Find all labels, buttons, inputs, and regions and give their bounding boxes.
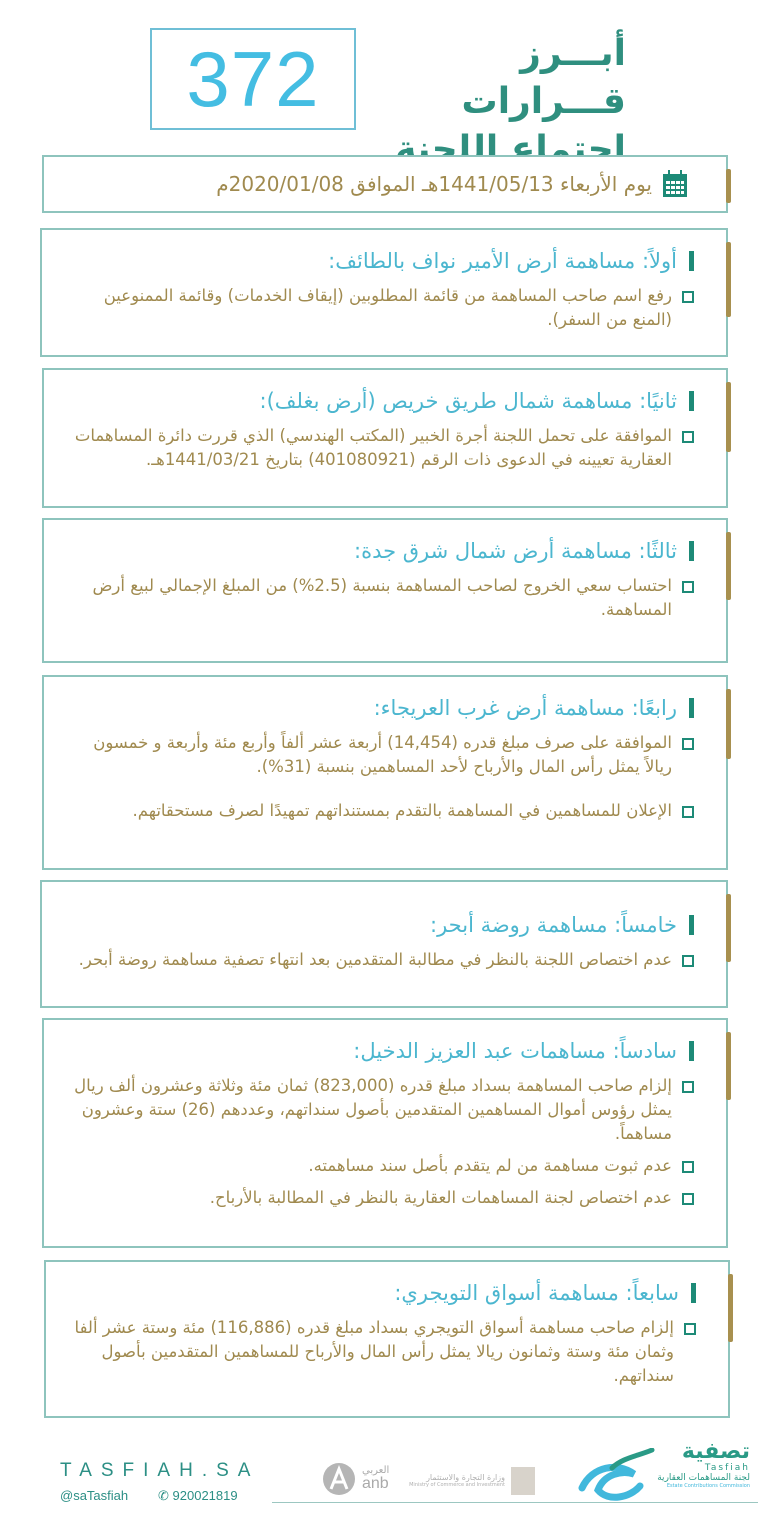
bullet-icon [684,1323,696,1335]
section-heading: أولاً: مساهمة أرض الأمير نواف بالطائف: [66,246,694,276]
bullet-icon [682,955,694,967]
heading-marker [689,698,694,718]
section-heading: ثانيًا: مساهمة شمال طريق خريص (أرض بغلف)… [68,386,694,416]
page-title: أبـــرز قـــرارات اجتماع اللجنة [366,30,626,174]
section-2: ثانيًا: مساهمة شمال طريق خريص (أرض بغلف)… [42,368,731,508]
bullet-icon [682,738,694,750]
gold-accent-bar [726,1032,731,1100]
heading-marker [689,541,694,561]
bullet-icon [682,581,694,593]
list-item: رفع اسم صاحب المساهمة من قائمة المطلوبين… [66,284,694,332]
section-4: رابعًا: مساهمة أرض غرب العريجاء: الموافق… [42,675,731,870]
section-heading: خامساً: مساهمة روضة أبحر: [66,910,694,940]
bullet-icon [682,1193,694,1205]
list-item: الإعلان للمساهمين في المساهمة بالتقدم بم… [68,799,694,823]
section-heading: سادساً: مساهمات عبد العزيز الدخيل: [68,1036,694,1066]
gold-accent-bar [728,1274,733,1342]
heading-marker [691,1283,696,1303]
section-1: أولاً: مساهمة أرض الأمير نواف بالطائف: ر… [40,228,731,357]
list-item: احتساب سعي الخروج لصاحب المساهمة بنسبة (… [68,574,694,622]
gold-accent-bar [726,532,731,600]
section-5: خامساً: مساهمة روضة أبحر: عدم اختصاص الل… [40,880,731,1008]
list-item: إلزام صاحب مساهمة أسواق التويجري بسداد م… [70,1316,696,1388]
gold-accent-bar [726,382,731,452]
tasfiah-logo-mark [578,1448,655,1501]
bullet-icon [682,1081,694,1093]
heading-marker [689,251,694,271]
phone-icon: ✆ [158,1488,169,1503]
section-6: سادساً: مساهمات عبد العزيز الدخيل: إلزام… [42,1018,731,1248]
ministry-emblem-icon [511,1467,535,1495]
heading-marker [689,915,694,935]
footer-divider [272,1502,758,1503]
gold-accent-bar [726,894,731,962]
phone-number[interactable]: ✆ 920021819 [158,1488,238,1503]
section-heading: رابعًا: مساهمة أرض غرب العريجاء: [68,693,694,723]
website-link[interactable]: TASFIAH.SA [60,1460,260,1481]
date-box: يوم الأربعاء 1441/05/13هـ الموافق 2020/0… [42,155,731,213]
list-item: عدم اختصاص اللجنة بالنظر في مطالبة المتق… [66,948,694,972]
list-item: عدم ثبوت مساهمة من لم يتقدم بأصل سند مسا… [68,1154,694,1178]
meeting-number: 372 [186,35,320,123]
title-line-1: أبـــرز قـــرارات [461,33,626,122]
meeting-number-box: 372 [150,28,356,130]
list-item: عدم اختصاص لجنة المساهمات العقارية بالنظ… [68,1186,694,1210]
tasfiah-logo: تصفية Tasfiah لجنة المساهمات العقارية Es… [578,1439,758,1502]
gold-accent-bar [726,242,731,317]
ministry-logo: وزارة التجارة والاستثمار Ministry of Com… [395,1466,535,1496]
list-item: إلزام صاحب المساهمة بسداد مبلغ قدره (823… [68,1074,694,1146]
bullet-icon [682,291,694,303]
bullet-icon [682,431,694,443]
gold-accent-bar [726,169,731,203]
heading-marker [689,1041,694,1061]
bullet-icon [682,806,694,818]
social-handle[interactable]: @saTasfiah [60,1488,129,1503]
list-item: الموافقة على صرف مبلغ قدره (14,454) أربع… [68,731,694,779]
bullet-icon [682,1161,694,1173]
anb-logo-mark [323,1463,355,1495]
section-7: سابعاً: مساهمة أسواق التويجري: إلزام صاح… [44,1260,733,1418]
list-item: الموافقة على تحمل اللجنة أجرة الخبير (ال… [68,424,694,472]
gold-accent-bar [726,689,731,759]
meeting-date: يوم الأربعاء 1441/05/13هـ الموافق 2020/0… [216,172,652,196]
heading-marker [689,391,694,411]
section-heading: سابعاً: مساهمة أسواق التويجري: [70,1278,696,1308]
section-heading: ثالثًا: مساهمة أرض شمال شرق جدة: [68,536,694,566]
anb-logo: العربي anb [322,1462,432,1496]
calendar-icon [663,170,687,197]
section-3: ثالثًا: مساهمة أرض شمال شرق جدة: احتساب … [42,518,731,663]
